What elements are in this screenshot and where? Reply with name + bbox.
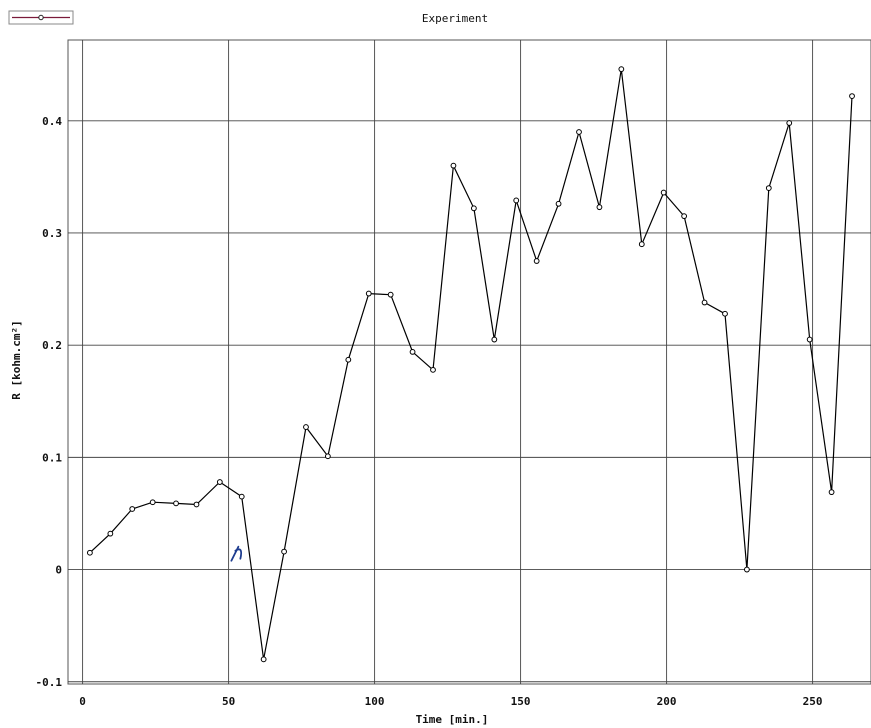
data-point (303, 424, 309, 430)
y-tick-label: 0.2 (42, 339, 62, 352)
data-point (430, 366, 436, 373)
y-tick-label: 0.4 (42, 115, 62, 128)
data-point (618, 66, 625, 73)
y-axis-label: R [kohm.cm²] (10, 320, 23, 399)
tick-labels: 0 50 100 150 200 250 -0.1 0 0.1 0.2 0.3 0.4 (36, 115, 823, 708)
data-point (491, 336, 498, 343)
x-tick-label: 150 (511, 695, 531, 708)
data-point (281, 548, 287, 555)
data-point (409, 349, 416, 355)
series-layer (87, 66, 855, 663)
data-point (596, 204, 603, 211)
x-axis-label: Time [min.] (416, 713, 489, 726)
data-point (638, 241, 645, 248)
plot-frame (67, 39, 871, 685)
data-point (129, 506, 136, 512)
data-point (365, 290, 372, 297)
data-point (324, 453, 331, 460)
x-tick-label: 200 (657, 695, 677, 708)
data-point (828, 489, 835, 496)
data-point (149, 499, 156, 506)
data-point (744, 566, 750, 573)
data-point (765, 185, 772, 191)
data-point (107, 530, 114, 537)
x-tick-label: 50 (222, 695, 235, 708)
x-tick-label: 100 (365, 695, 385, 708)
legend-series-marker (38, 14, 44, 21)
data-point (576, 129, 582, 135)
y-tick-label: 0 (55, 564, 62, 577)
x-tick-label: 0 (79, 695, 86, 708)
data-point (87, 549, 93, 556)
y-tick-label: 0.1 (42, 451, 62, 464)
data-point (513, 197, 520, 204)
data-point (450, 162, 457, 169)
data-point (555, 200, 562, 207)
data-point (681, 213, 688, 220)
data-point (470, 205, 477, 212)
data-point (533, 258, 540, 264)
y-tick-label: -0.1 (36, 676, 63, 689)
data-point (193, 501, 200, 508)
data-point (806, 336, 813, 343)
y-tick-label: 0.3 (42, 227, 62, 240)
annotation-layer (230, 545, 243, 562)
series-line (89, 69, 853, 660)
data-point (849, 93, 855, 99)
pen-mark (230, 545, 243, 562)
data-point (173, 500, 179, 507)
data-point (216, 479, 223, 485)
data-point (786, 120, 793, 126)
data-point (260, 656, 267, 663)
grid (67, 39, 871, 685)
chart-title: Experiment (422, 12, 488, 25)
data-point (345, 356, 352, 363)
data-point (238, 493, 245, 500)
legend (8, 10, 74, 25)
data-point (701, 299, 708, 306)
data-point (387, 291, 394, 298)
data-point (722, 310, 728, 317)
data-point (660, 189, 667, 196)
x-tick-label: 250 (803, 695, 823, 708)
